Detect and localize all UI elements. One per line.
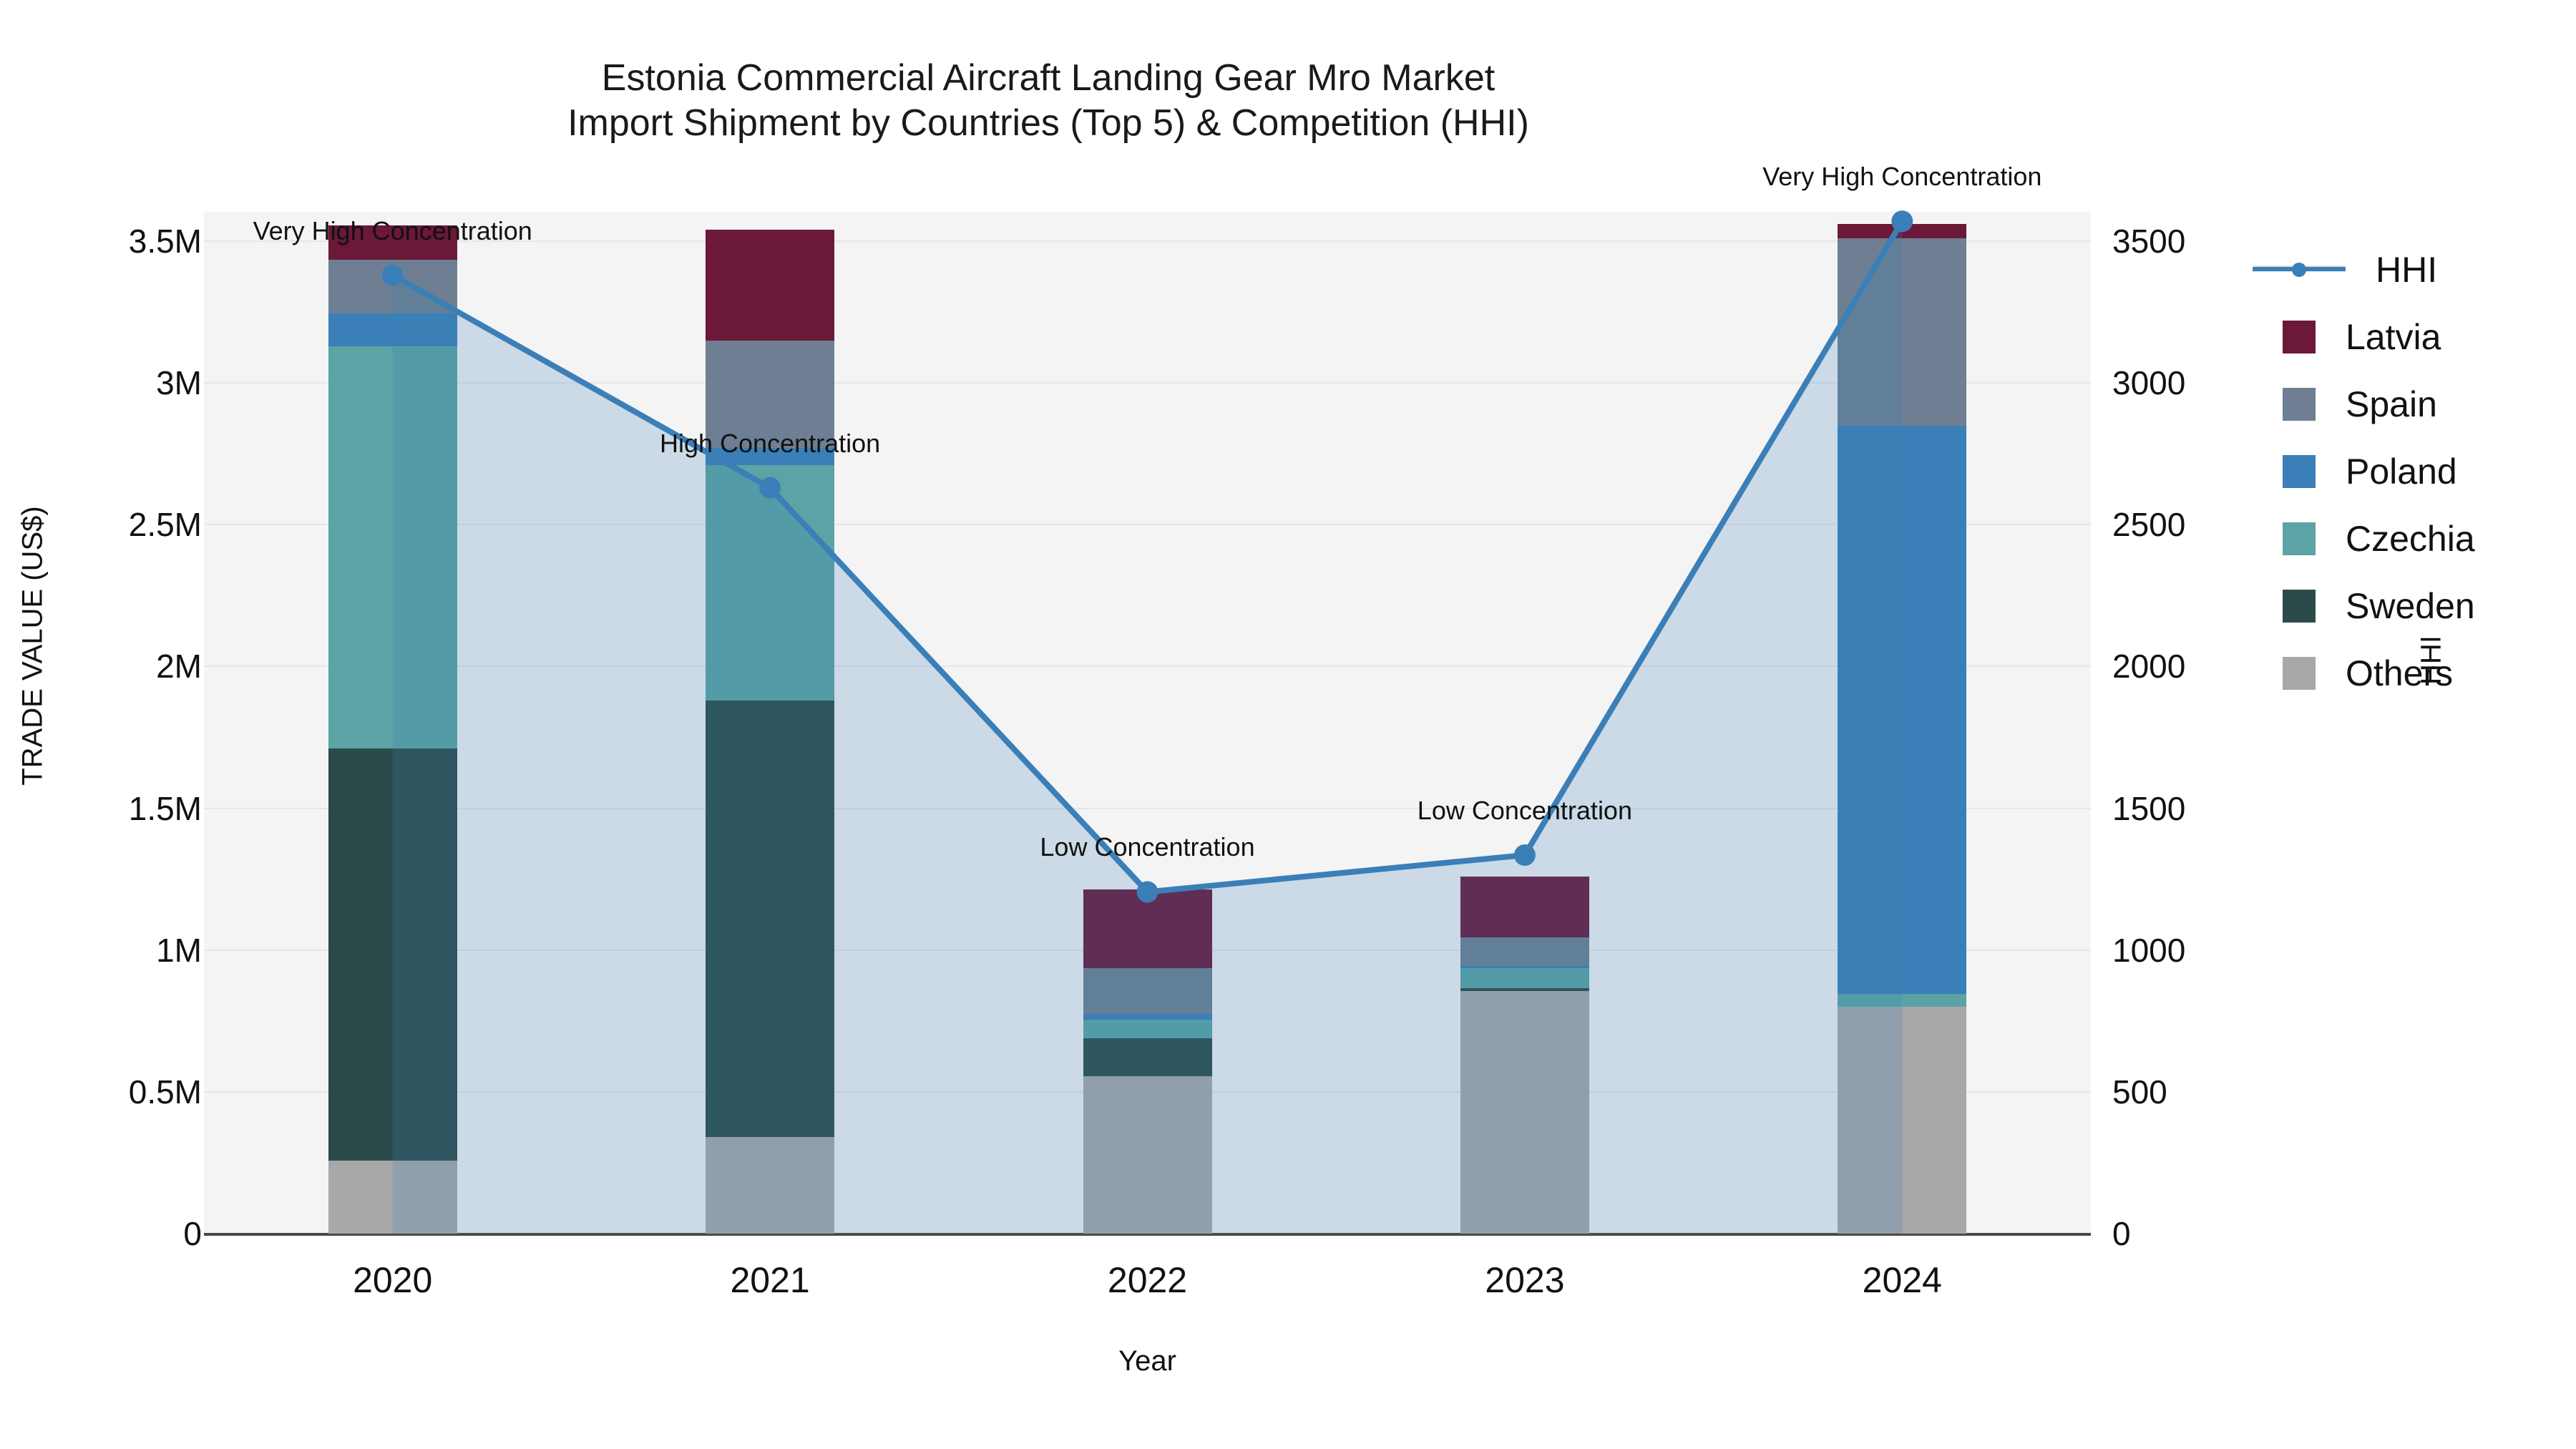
- gridline: [204, 240, 2091, 242]
- x-axis-tick: 2024: [1862, 1260, 1942, 1300]
- bar-segment-poland[interactable]: [1460, 965, 1589, 969]
- legend-swatch: [2283, 388, 2316, 421]
- bar-segment-poland[interactable]: [1838, 425, 1967, 995]
- x-axis-tick: 2023: [1485, 1260, 1565, 1300]
- x-axis-label: Year: [1118, 1345, 1176, 1377]
- y-axis-tick: 1.5M: [128, 789, 202, 827]
- chart-legend: HHI Latvia Spain Poland Czechia Sweden Others: [2253, 236, 2569, 707]
- bar-stack[interactable]: [328, 212, 457, 1234]
- y-axis-tick: 3.5M: [128, 223, 202, 260]
- legend-item-czechia[interactable]: Czechia: [2283, 505, 2569, 572]
- concentration-annotation: High Concentration: [660, 428, 881, 458]
- y2-axis-tick: 2500: [2112, 506, 2186, 544]
- bar-stack[interactable]: [1460, 212, 1589, 1234]
- bar-segment-czechia[interactable]: [1083, 1019, 1212, 1038]
- legend-item-others[interactable]: Others: [2283, 640, 2569, 707]
- y2-axis-tick: 1000: [2112, 931, 2186, 969]
- y2-axis-tick: 2000: [2112, 648, 2186, 686]
- legend-item-hhi[interactable]: HHI: [2253, 236, 2569, 303]
- y2-axis-tick: 1500: [2112, 789, 2186, 827]
- y2-axis-tick: 0: [2112, 1215, 2131, 1252]
- y-axis-tick: 3M: [156, 364, 202, 402]
- bar-segment-czechia[interactable]: [1460, 968, 1589, 989]
- legend-label: HHI: [2376, 250, 2438, 290]
- gridline: [204, 524, 2091, 526]
- bar-segment-others[interactable]: [1083, 1076, 1212, 1234]
- gridline: [204, 1233, 2091, 1234]
- hhi-marker[interactable]: [1891, 210, 1913, 233]
- chart-title-line2: Import Shipment by Countries (Top 5) & C…: [567, 102, 1529, 145]
- concentration-annotation: Very High Concentration: [1762, 162, 2042, 192]
- x-axis-tick: 2021: [730, 1260, 810, 1300]
- bar-stack[interactable]: [1838, 212, 1967, 1234]
- x-axis-tick: 2022: [1107, 1260, 1188, 1300]
- legend-swatch: [2283, 522, 2316, 555]
- bar-segment-others[interactable]: [328, 1160, 457, 1234]
- legend-label: Latvia: [2346, 317, 2441, 357]
- y2-axis-tick: 500: [2112, 1073, 2167, 1111]
- concentration-annotation: Low Concentration: [1040, 832, 1255, 862]
- bar-segment-czechia[interactable]: [706, 465, 835, 701]
- y2-axis-tick: 3000: [2112, 364, 2186, 402]
- hhi-marker[interactable]: [759, 477, 781, 499]
- bar-segment-spain[interactable]: [706, 340, 835, 449]
- legend-item-latvia[interactable]: Latvia: [2283, 303, 2569, 371]
- y-axis-tick: 2M: [156, 648, 202, 686]
- legend-item-spain[interactable]: Spain: [2283, 371, 2569, 438]
- bar-segment-czechia[interactable]: [1838, 994, 1967, 1007]
- hhi-marker[interactable]: [1513, 844, 1536, 866]
- bar-segment-spain[interactable]: [1838, 238, 1967, 426]
- legend-label: Poland: [2346, 452, 2457, 492]
- legend-line-marker: [2253, 253, 2346, 286]
- legend-label: Others: [2346, 653, 2454, 693]
- bar-segment-latvia[interactable]: [328, 225, 457, 260]
- legend-swatch: [2283, 455, 2316, 488]
- legend-label: Sweden: [2346, 586, 2475, 626]
- y-axis-tick: 0.5M: [128, 1073, 202, 1111]
- hhi-area-fill: [392, 221, 1903, 1234]
- bar-segment-poland[interactable]: [706, 448, 835, 466]
- bar-segment-latvia[interactable]: [1460, 876, 1589, 937]
- legend-label: Czechia: [2346, 519, 2475, 559]
- bar-segment-sweden[interactable]: [328, 748, 457, 1161]
- legend-item-sweden[interactable]: Sweden: [2283, 572, 2569, 640]
- bar-segment-poland[interactable]: [1083, 1013, 1212, 1020]
- hhi-marker[interactable]: [381, 264, 404, 286]
- bar-segment-sweden[interactable]: [1083, 1038, 1212, 1077]
- legend-swatch: [2283, 590, 2316, 623]
- bar-segment-others[interactable]: [706, 1137, 835, 1234]
- bar-segment-poland[interactable]: [328, 313, 457, 346]
- y-axis-tick: 0: [183, 1215, 202, 1252]
- y-axis-tick: 2.5M: [128, 506, 202, 544]
- bar-segment-others[interactable]: [1838, 1006, 1967, 1234]
- legend-label: Spain: [2346, 384, 2437, 424]
- legend-swatch: [2283, 321, 2316, 353]
- legend-item-poland[interactable]: Poland: [2283, 438, 2569, 505]
- concentration-annotation: Very High Concentration: [253, 215, 532, 245]
- hhi-line-chart: [381, 210, 1913, 1234]
- concentration-annotation: Low Concentration: [1417, 795, 1632, 825]
- gridline: [204, 807, 2091, 809]
- bar-stack[interactable]: [706, 212, 835, 1234]
- hhi-marker[interactable]: [1136, 881, 1158, 903]
- bar-segment-spain[interactable]: [1083, 968, 1212, 1014]
- y-axis-label: TRADE VALUE (US$): [16, 506, 49, 786]
- legend-swatch: [2283, 657, 2316, 690]
- x-axis-line: [204, 1234, 2091, 1236]
- bar-segment-sweden[interactable]: [706, 700, 835, 1138]
- bar-segment-sweden[interactable]: [1460, 988, 1589, 992]
- y-axis-tick: 1M: [156, 931, 202, 969]
- x-axis-tick: 2020: [353, 1260, 433, 1300]
- chart-title-line1: Estonia Commercial Aircraft Landing Gear…: [601, 57, 1496, 99]
- bar-segment-others[interactable]: [1460, 991, 1589, 1234]
- bar-segment-czechia[interactable]: [328, 346, 457, 749]
- bar-segment-latvia[interactable]: [706, 230, 835, 341]
- bar-segment-spain[interactable]: [1460, 937, 1589, 966]
- chart-title: Estonia Commercial Aircraft Landing Gear…: [0, 56, 2097, 147]
- gridline: [204, 382, 2091, 384]
- y2-axis-tick: 3500: [2112, 223, 2186, 260]
- gridline: [204, 665, 2091, 668]
